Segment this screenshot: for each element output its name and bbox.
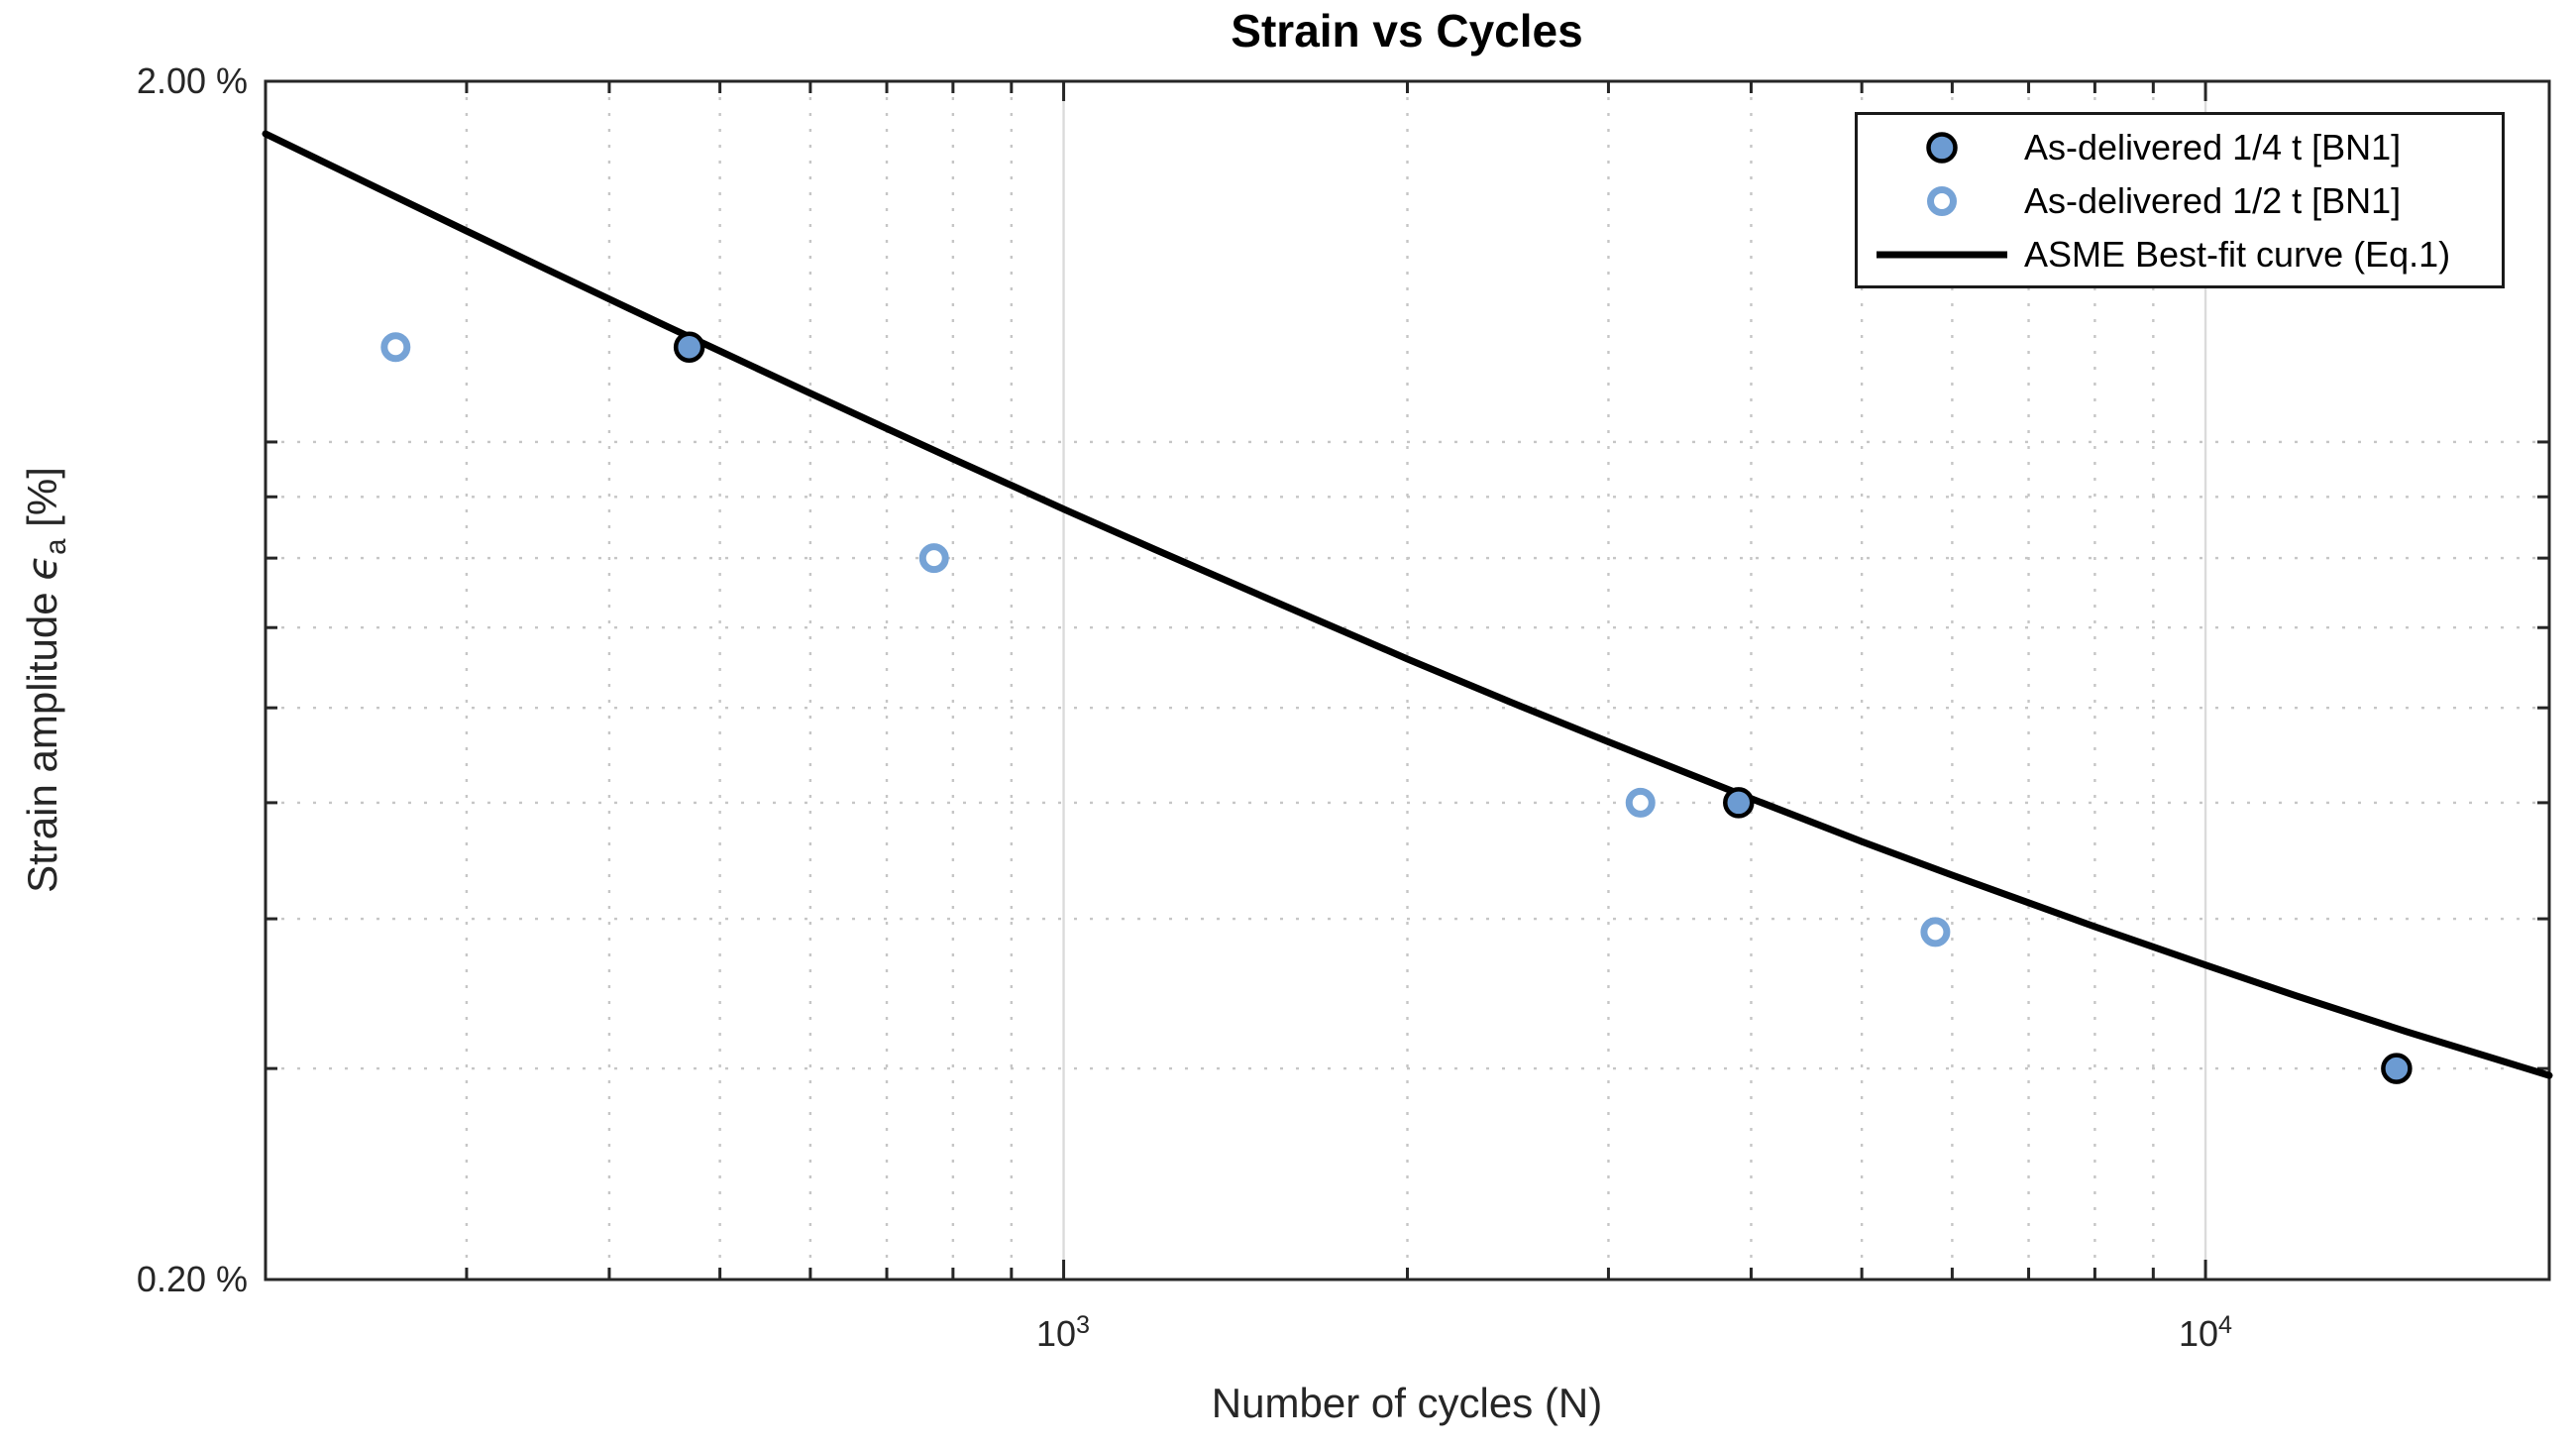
legend-filled-circle-icon <box>1868 126 2016 169</box>
legend-label-quarter-t: As-delivered 1/4 t [BN1] <box>2024 127 2402 167</box>
x-axis-label: Number of cycles (N) <box>1211 1380 1603 1426</box>
legend-label-half-t: As-delivered 1/2 t [BN1] <box>2024 180 2402 221</box>
data-point-quarter-t <box>1723 787 1755 819</box>
legend: As-delivered 1/4 t [BN1] As-delivered 1/… <box>1855 112 2505 288</box>
data-point-half-t <box>1625 787 1656 818</box>
legend-item-quarter-t: As-delivered 1/4 t [BN1] <box>1868 121 2502 174</box>
legend-open-circle-icon <box>1868 179 2016 223</box>
y-axis-label-subscript: a <box>40 538 73 555</box>
y-axis-label-prefix: Strain amplitude <box>18 580 65 893</box>
x-tick-1e4-exp: 4 <box>2218 1311 2233 1339</box>
data-point-quarter-t <box>2381 1053 2413 1084</box>
legend-label-bestfit: ASME Best-fit curve (Eq.1) <box>2024 234 2451 275</box>
x-tick-1e3-exp: 3 <box>1076 1311 1091 1339</box>
x-tick-1e3-label: 103 <box>1036 1311 1090 1355</box>
data-point-half-t <box>918 543 949 574</box>
legend-line-icon <box>1868 245 2016 265</box>
epsilon-symbol: ϵ <box>17 554 66 581</box>
y-axis-label-suffix: [%] <box>18 467 65 539</box>
legend-item-bestfit: ASME Best-fit curve (Eq.1) <box>1868 228 2502 281</box>
x-tick-1e3-base: 10 <box>1035 1313 1077 1354</box>
data-point-half-t <box>380 332 411 363</box>
data-point-quarter-t <box>673 331 705 363</box>
best-fit-curve <box>262 130 2553 1079</box>
legend-item-half-t: As-delivered 1/2 t [BN1] <box>1868 174 2502 228</box>
y-tick-top-label: 2.00 % <box>136 60 248 101</box>
x-tick-1e4-label: 104 <box>2179 1311 2232 1355</box>
chart-title: Strain vs Cycles <box>1231 5 1583 56</box>
y-axis-label: Strain amplitude ϵa [%] <box>18 467 73 893</box>
data-point-half-t <box>1920 917 1951 947</box>
x-tick-1e4-base: 10 <box>2178 1313 2219 1354</box>
y-tick-bottom-label: 0.20 % <box>136 1259 248 1299</box>
